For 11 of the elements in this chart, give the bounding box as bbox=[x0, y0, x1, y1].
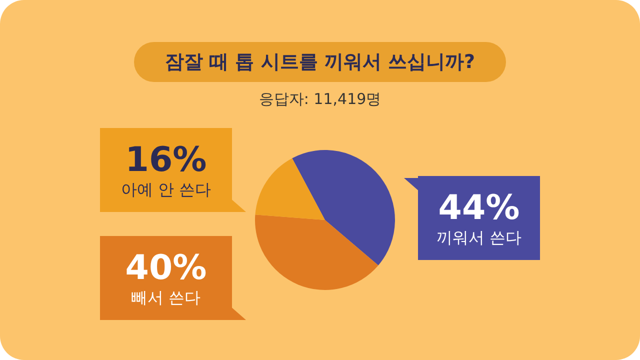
chart-subtitle: 응답자: 11,419명 bbox=[258, 90, 382, 109]
chart-title: 잠잘 때 톱 시트를 끼워서 쓰십니까? bbox=[134, 42, 506, 82]
slice-label: 끼워서 쓴다 bbox=[436, 228, 522, 248]
slice-label: 아예 안 쓴다 bbox=[120, 180, 212, 200]
pie-slice bbox=[255, 214, 378, 290]
data-label: 16% bbox=[125, 140, 207, 180]
data-label: 40% bbox=[125, 248, 207, 288]
pie-slice bbox=[292, 150, 395, 266]
data-label: 44% bbox=[438, 188, 520, 228]
pie-slice bbox=[255, 158, 325, 220]
slice-label: 빼서 쓴다 bbox=[131, 288, 201, 308]
